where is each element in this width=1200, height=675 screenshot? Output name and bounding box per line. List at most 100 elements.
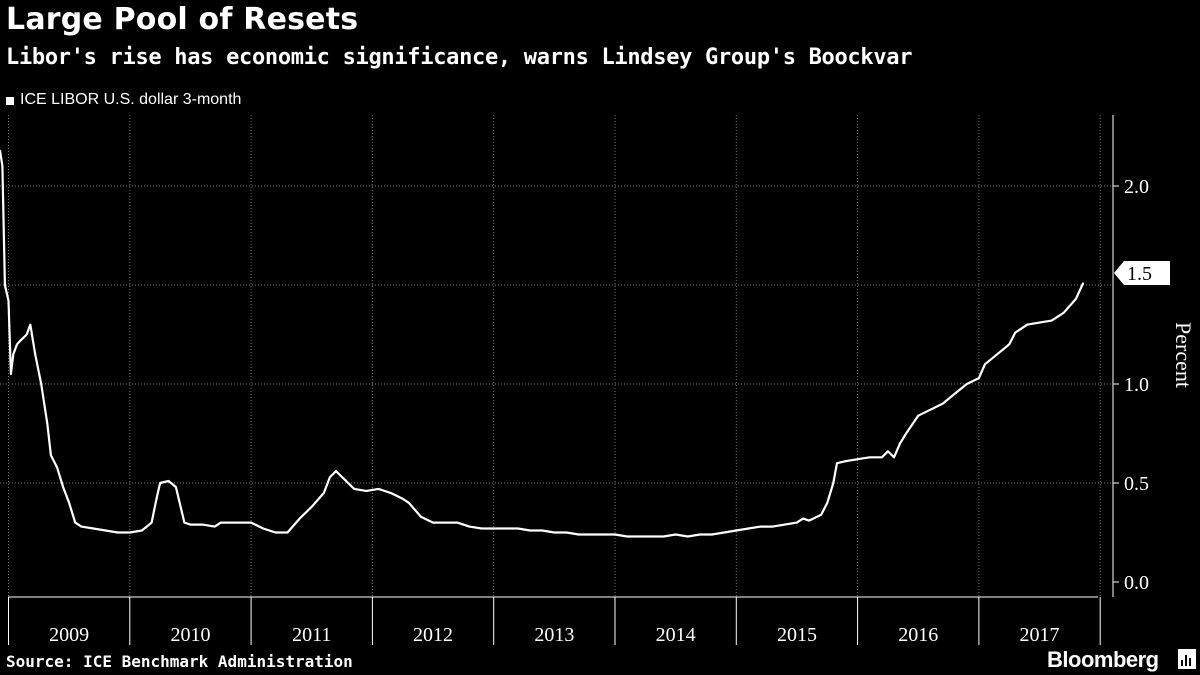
- data-point: [390, 492, 392, 494]
- y-tick-label: 2.0: [1124, 176, 1149, 198]
- data-point: [4, 284, 6, 286]
- data-point: [129, 531, 131, 534]
- data-point: [1063, 312, 1065, 314]
- data-point: [104, 529, 107, 532]
- data-point: [857, 458, 859, 460]
- data-point: [250, 522, 252, 524]
- last-value-tag: [1114, 261, 1170, 286]
- chart-title: Large Pool of Resets: [6, 2, 359, 37]
- y-tick-label: 0.5: [1124, 473, 1149, 495]
- data-point: [456, 522, 458, 524]
- data-point: [954, 393, 956, 395]
- bloomberg-logo: Bloomberg: [1047, 647, 1159, 672]
- year-label: 2015: [777, 624, 817, 646]
- last-value-label: 1.5: [1127, 263, 1152, 285]
- data-point: [796, 522, 798, 524]
- data-point: [10, 373, 12, 375]
- data-point: [772, 526, 774, 528]
- data-point: [1051, 320, 1053, 322]
- data-point: [941, 403, 944, 405]
- chart-subtitle: Libor's rise has economic significance, …: [6, 45, 913, 70]
- legend-swatch: [6, 96, 14, 105]
- year-label: 2009: [49, 624, 89, 646]
- data-point: [832, 482, 834, 484]
- data-point: [887, 450, 889, 452]
- data-point: [20, 339, 22, 341]
- data-point: [189, 524, 191, 526]
- data-point: [905, 432, 907, 435]
- data-point: [899, 442, 901, 444]
- data-point: [881, 456, 883, 458]
- data-point: [844, 460, 847, 462]
- data-point: [675, 533, 677, 536]
- data-point: [614, 533, 616, 536]
- data-point: [529, 529, 531, 532]
- data-point: [286, 531, 289, 534]
- data-point: [820, 514, 822, 516]
- data-point: [92, 527, 94, 530]
- data-point: [68, 502, 70, 504]
- data-point: [50, 454, 52, 456]
- legend: ICE LIBOR U.S. dollar 3-month: [6, 91, 241, 109]
- y-tick-label: 1.0: [1124, 374, 1149, 396]
- data-point: [1082, 282, 1084, 284]
- data-point: [687, 535, 689, 538]
- data-point: [74, 522, 76, 524]
- data-point: [917, 415, 919, 417]
- data-point: [626, 535, 628, 538]
- data-point: [578, 533, 580, 536]
- data-point: [323, 492, 325, 494]
- data-point: [262, 527, 264, 530]
- data-point: [650, 535, 653, 538]
- data-point: [638, 535, 640, 538]
- data-point: [214, 526, 216, 528]
- year-label: 2010: [170, 624, 210, 646]
- data-point: [1, 165, 3, 167]
- data-point: [553, 531, 555, 534]
- data-point: [151, 522, 153, 524]
- data-point: [117, 531, 119, 534]
- data-point: [784, 524, 786, 526]
- data-point: [1075, 298, 1077, 300]
- year-label: 2011: [292, 624, 331, 646]
- data-point: [711, 533, 713, 536]
- year-label: 2017: [1020, 624, 1060, 646]
- data-point: [56, 466, 58, 468]
- data-point: [220, 522, 222, 524]
- data-point: [869, 456, 871, 458]
- year-label: 2012: [413, 624, 453, 646]
- data-point: [984, 363, 986, 365]
- data-point: [836, 462, 838, 464]
- data-point: [747, 527, 750, 530]
- y-axis-title: Percent: [1171, 322, 1196, 388]
- data-point: [159, 482, 161, 484]
- data-point: [760, 526, 762, 528]
- data-point: [168, 480, 170, 482]
- data-point: [29, 324, 31, 326]
- data-point: [735, 529, 737, 532]
- data-point: [493, 527, 495, 530]
- data-point: [590, 533, 592, 536]
- year-label: 2016: [898, 624, 938, 646]
- axes: [7, 115, 1119, 645]
- data-point: [341, 476, 343, 478]
- data-point: [335, 470, 337, 472]
- y-tick-label: 0.0: [1124, 572, 1149, 594]
- data-point: [202, 524, 204, 526]
- data-point: [365, 490, 367, 492]
- data-point: [996, 353, 998, 355]
- data-point: [444, 522, 446, 524]
- data-point: [929, 409, 932, 411]
- data-point: [16, 343, 18, 345]
- data-point: [80, 526, 82, 528]
- data-point: [565, 531, 568, 534]
- data-point: [420, 516, 422, 518]
- data-point: [432, 522, 434, 524]
- data-point: [517, 527, 519, 530]
- series-layer: [0, 149, 1085, 538]
- data-point: [468, 526, 470, 528]
- data-point: [7, 300, 10, 302]
- data-point: [662, 535, 665, 538]
- chart-icon: [1178, 649, 1196, 669]
